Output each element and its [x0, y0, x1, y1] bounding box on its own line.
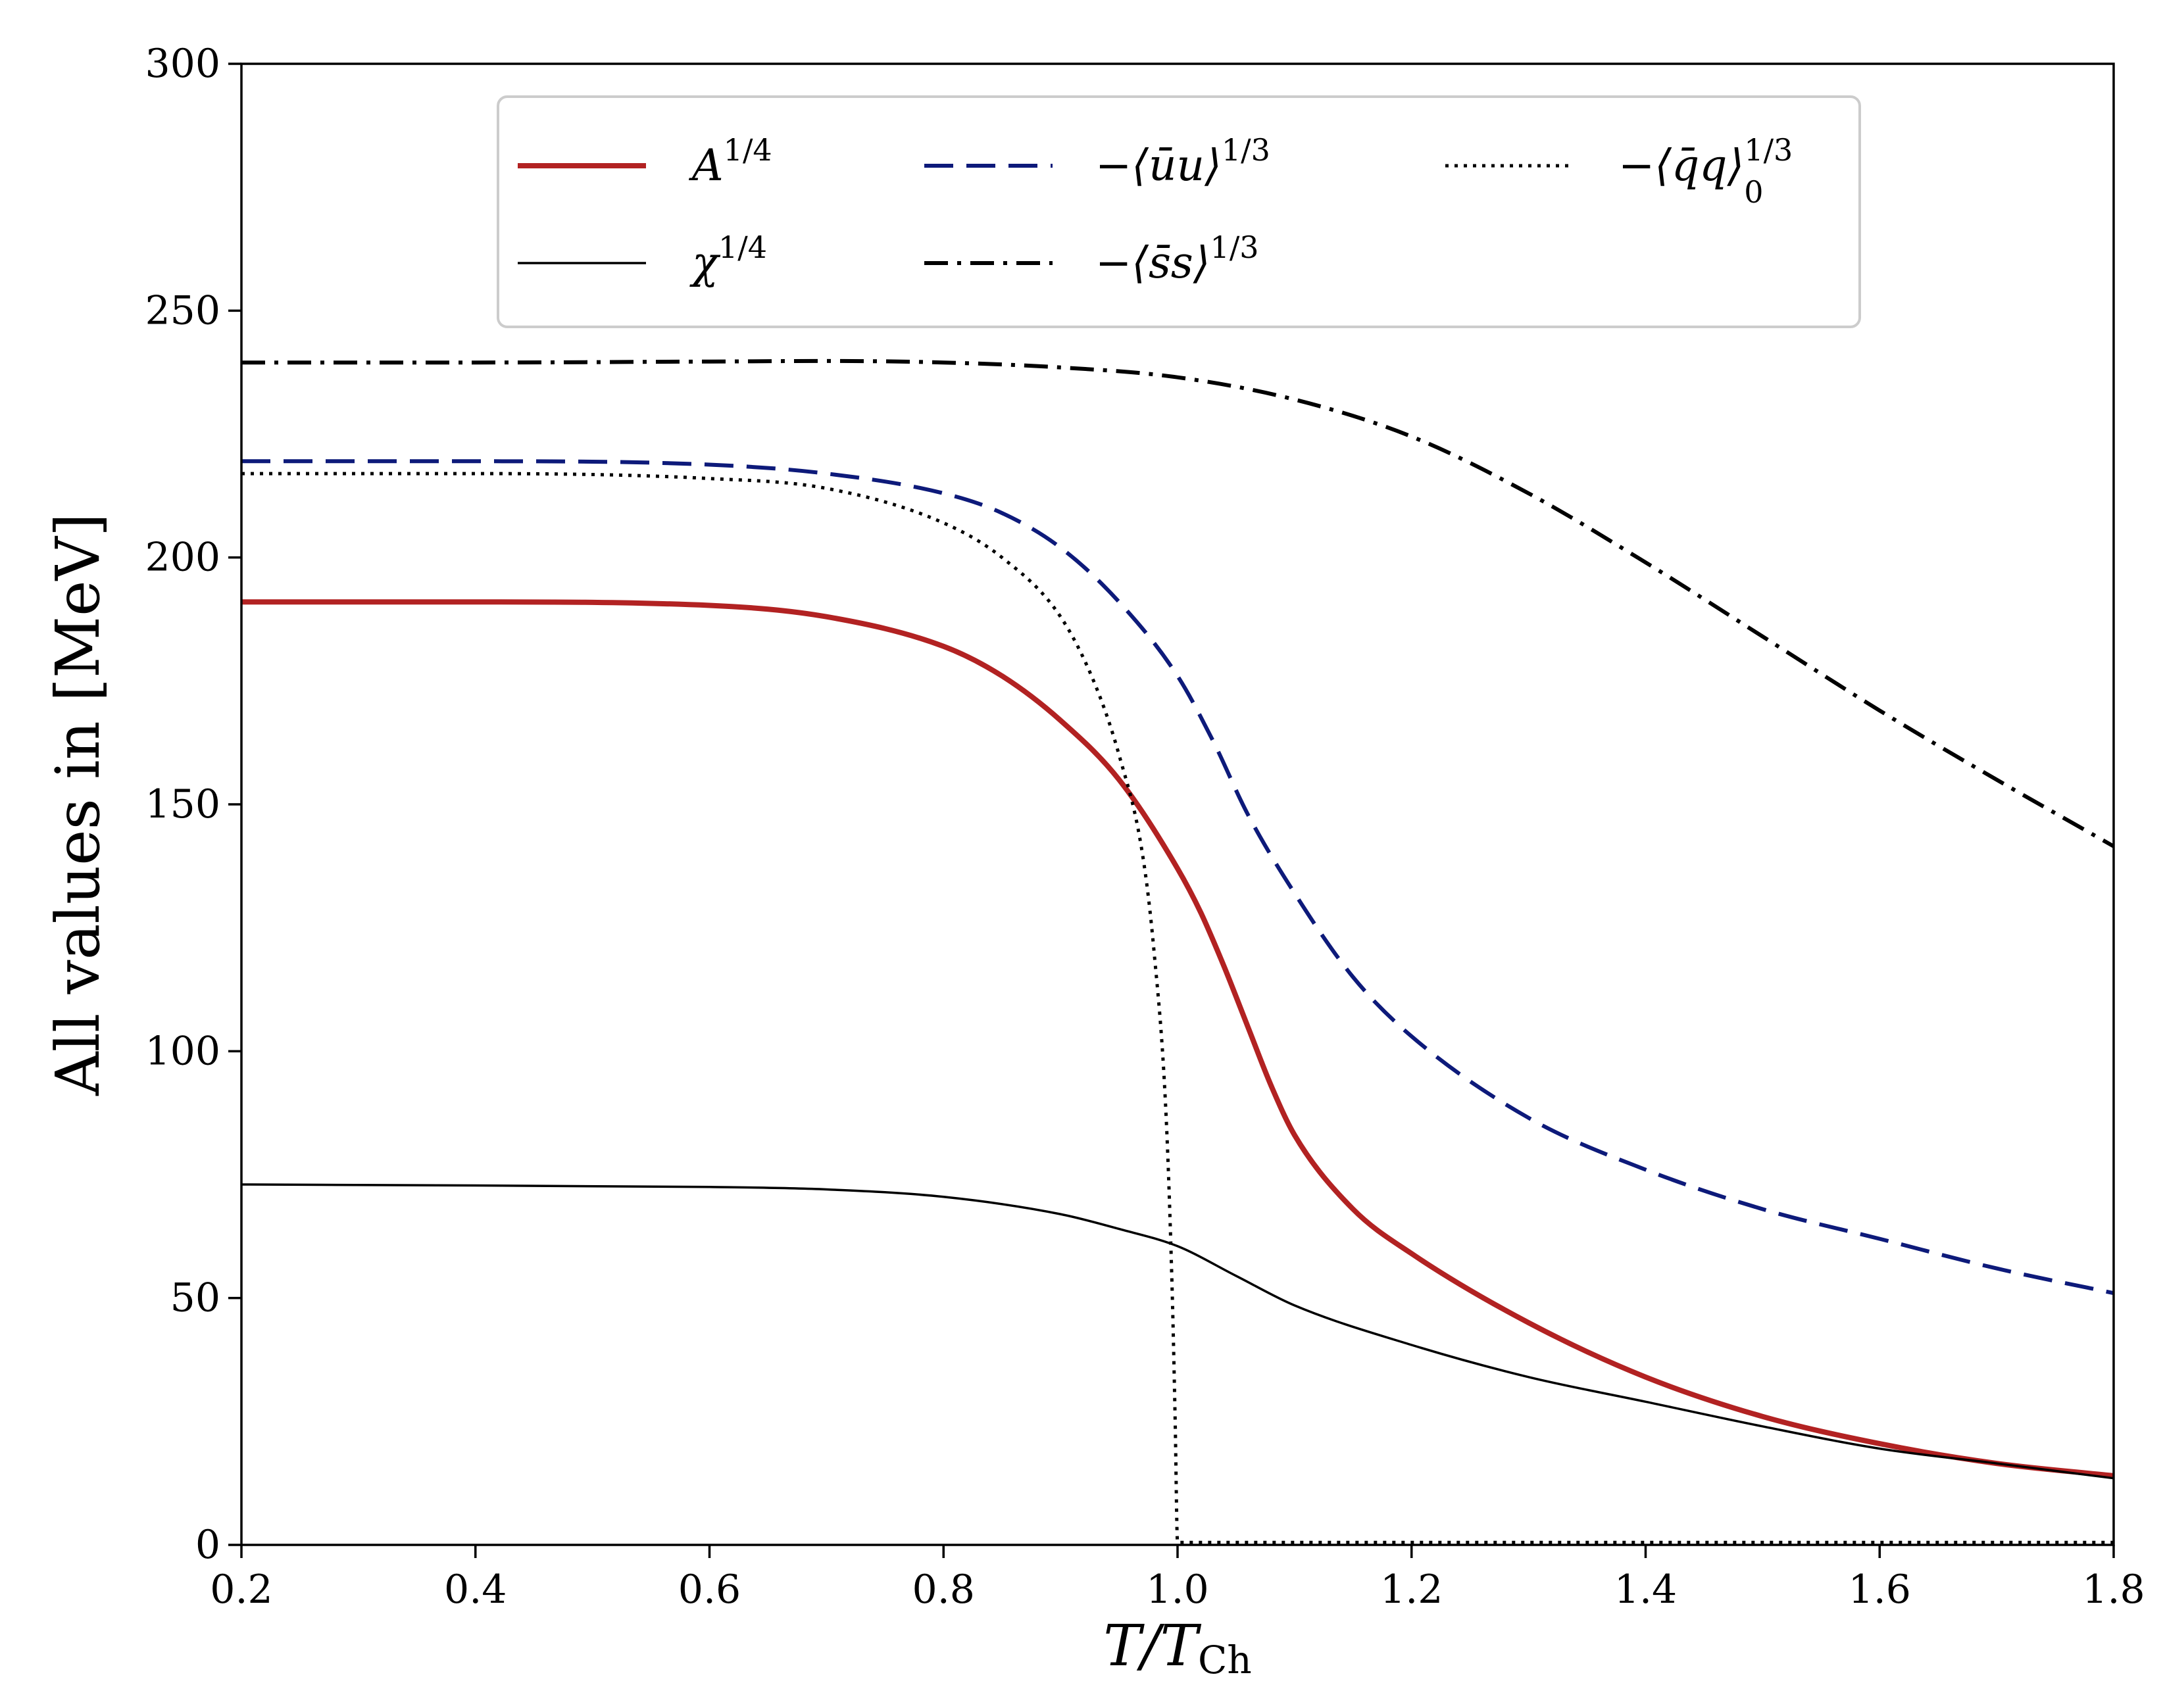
x-tick-label: 0.6 [678, 1567, 741, 1613]
legend: A1/4 −⟨ūu⟩1/3 −⟨q̄q⟩1/3 0χ1/4 −⟨s̄s⟩1/3 [497, 95, 1861, 328]
legend-label-base: −⟨s̄s⟩ [1095, 237, 1210, 288]
x-tick-label: 1.0 [1146, 1567, 1208, 1613]
x-tick-label: 1.6 [1849, 1567, 1911, 1613]
x-axis-label: T/TCh [1103, 1613, 1251, 1682]
x-tick-label: 1.8 [2082, 1567, 2145, 1613]
x-tick-label: 0.2 [210, 1567, 272, 1613]
series-line-chi [241, 1183, 2114, 1480]
y-tick-label: 0 [195, 1522, 220, 1568]
series-line-A [241, 599, 2114, 1478]
legend-label-sup: 1/3 [1210, 230, 1259, 265]
legend-label-sup: 1/3 [1744, 132, 1793, 168]
legend-label-uu: −⟨ūu⟩1/3 [1095, 132, 1270, 191]
y-tick-label: 300 [145, 41, 220, 87]
legend-label-qq0: −⟨q̄q⟩1/3 0 [1618, 132, 1793, 210]
series-line-ss [241, 358, 2115, 848]
legend-label-A: A1/4 [688, 132, 772, 191]
x-tick-label: 0.4 [444, 1567, 507, 1613]
legend-label-sup: 1/4 [718, 230, 767, 265]
axes-layer: 0.2 0.4 0.6 0.8 1.0 1.2 1.4 1.6 1.8 0 50 100 150 200 2… [145, 41, 2145, 1613]
legend-label-base: A [688, 140, 724, 191]
y-tick-label: 50 [170, 1275, 220, 1321]
y-tick-label: 100 [145, 1028, 220, 1074]
x-tick-label: 1.2 [1380, 1567, 1443, 1613]
legend-label-ss: −⟨s̄s⟩1/3 [1095, 230, 1259, 288]
y-tick-label: 200 [145, 535, 220, 581]
x-axis-label-sub: Ch [1198, 1638, 1252, 1682]
series-line-qq0 [241, 472, 2114, 1544]
legend-label-base: −⟨ūu⟩ [1095, 140, 1222, 191]
y-tick-label: 250 [145, 287, 220, 333]
legend-label-sup: 1/4 [724, 132, 772, 168]
legend-label-sub: 0 [1744, 174, 1763, 210]
legend-label-base: χ [689, 237, 721, 288]
y-axis-label: All values in [MeV] [43, 513, 113, 1096]
y-tick-label: 150 [145, 781, 220, 827]
series-line-uu [241, 459, 2114, 1296]
legend-label-chi: χ1/4 [689, 230, 767, 288]
x-axis-label-main: T/T [1103, 1613, 1201, 1679]
x-tick-label: 0.8 [912, 1567, 975, 1613]
legend-box [497, 95, 1861, 328]
series-layer [241, 358, 2115, 1544]
x-tick-label: 1.4 [1614, 1567, 1677, 1613]
legend-label-base: −⟨q̄q⟩ [1618, 140, 1744, 191]
legend-label-sup: 1/3 [1222, 132, 1270, 168]
